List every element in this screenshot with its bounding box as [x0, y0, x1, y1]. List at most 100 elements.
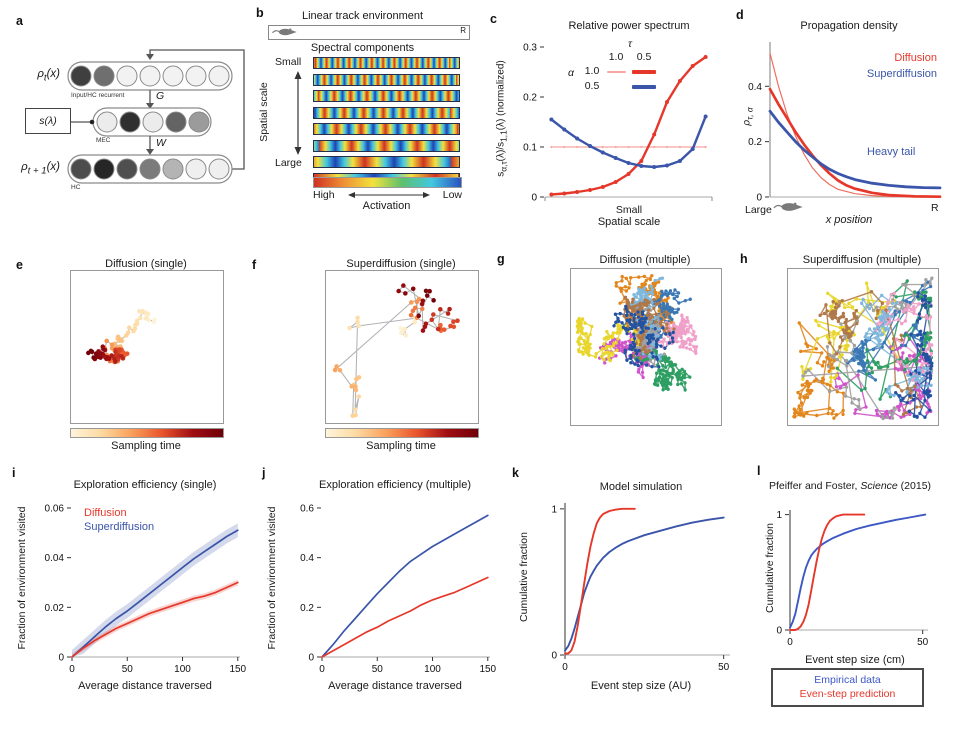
- w-matrix-label: W: [156, 137, 166, 149]
- spatial-scale-large-label: Large: [275, 157, 302, 169]
- panel-c-x-axis-label: Spatial scale: [597, 216, 661, 228]
- diffusion-multiple-trajectory-plot: [570, 268, 722, 426]
- svg-text:0: 0: [69, 664, 75, 675]
- spectral-band: [313, 139, 460, 152]
- rho-t-label: ρt(x): [37, 68, 60, 84]
- input-hc-recurrent-label: Input/HC recurrent: [71, 92, 125, 99]
- svg-text:0.6: 0.6: [300, 503, 314, 514]
- panel-d-x-axis-label: x position: [750, 214, 948, 226]
- track-right-label: R: [460, 26, 466, 35]
- d-series-diffusion-thin: [769, 52, 941, 198]
- activation-axis-label: Activation: [362, 200, 411, 212]
- panel-c-legend: τ 1.0 0.5 α 1.0 0.5: [566, 38, 686, 98]
- panel-b-title: Linear track environment: [301, 10, 424, 22]
- svg-text:100: 100: [424, 664, 441, 675]
- panel-d-r-label: R: [931, 202, 939, 214]
- heavy-tail-label: Heavy tail: [867, 146, 916, 158]
- svg-text:0.3: 0.3: [523, 43, 537, 54]
- panel-d-large-label: Large: [745, 204, 772, 216]
- rho-t1-label: ρt + 1(x): [21, 161, 60, 177]
- panel-l-legend-box: Empirical data Even-step prediction: [771, 668, 924, 707]
- panel-g-title: Diffusion (multiple): [599, 254, 691, 266]
- panel-k-y-axis-label: Cumulative fraction: [518, 532, 530, 622]
- panel-c-y-axis-label: sα,τ(λ)/s1,1(λ) (normalized): [495, 60, 509, 177]
- diffusion-label: Diffusion: [84, 507, 127, 519]
- svg-text:0: 0: [319, 664, 325, 675]
- activation-double-arrow-icon: [348, 192, 430, 198]
- legend-alpha-1-label: 1.0: [584, 65, 600, 77]
- legend-alpha-05-label: 0.5: [584, 80, 600, 92]
- panel-letter-h: h: [740, 252, 748, 266]
- hc-label: HC: [71, 184, 81, 191]
- spectral-band: [313, 73, 460, 86]
- model-simulation-plot: 0 50 0 1: [542, 494, 740, 685]
- j-series-diffusion: [321, 576, 489, 658]
- panel-j-x-axis-label: Average distance traversed: [328, 680, 462, 692]
- mec-label: MEC: [96, 137, 111, 144]
- empirical-data-label: Empirical data: [814, 674, 881, 686]
- activation-high-label: High: [313, 189, 335, 201]
- superdiffusion-multiple-trajectory-plot: [787, 268, 939, 426]
- legend-swatch-red: [632, 70, 656, 74]
- spectral-band: [313, 106, 460, 119]
- neuron-circles: [70, 65, 230, 180]
- panel-e-diffusion-single: Diffusion (single) Sampling time: [14, 256, 250, 461]
- panel-c-x-label-small: Small: [615, 204, 643, 216]
- diffusion-single-trajectory-plot: [70, 270, 224, 424]
- spectral-band: [313, 156, 460, 168]
- spectral-band: [313, 123, 460, 135]
- power-spectrum-plot: 0 0.1 0.2 0.3: [508, 32, 722, 217]
- spectral-band: [313, 90, 460, 102]
- svg-text:0.06: 0.06: [45, 503, 65, 514]
- panel-letter-l: l: [757, 464, 761, 478]
- svg-text:150: 150: [479, 664, 496, 675]
- propagation-density-plot: 0 0.2 0.4: [748, 32, 948, 217]
- spectral-band: [313, 57, 460, 69]
- panel-i-y-axis-label: Fraction of environment visited: [16, 506, 28, 650]
- panel-d-y-axis-label: ρτ, α: [741, 107, 755, 126]
- panel-f-title: Superdiffusion (single): [346, 258, 456, 270]
- spatial-scale-small-label: Small: [275, 56, 302, 68]
- panel-i-exploration-efficiency-single: Exploration efficiency (single) 0 50 100 15…: [8, 464, 260, 734]
- panel-letter-a: a: [16, 14, 23, 28]
- k-series-diffusion: [564, 507, 636, 655]
- s-lambda-box: s(λ): [25, 108, 71, 134]
- sampling-time-label: Sampling time: [111, 440, 181, 452]
- i-series-diffusion: [71, 581, 239, 658]
- panel-c-title: Relative power spectrum: [568, 20, 690, 32]
- panel-letter-b: b: [256, 6, 264, 20]
- legend-tau-label: τ: [628, 38, 632, 50]
- panel-i-title: Exploration efficiency (single): [73, 479, 217, 491]
- spatial-scale-double-arrow-icon: [294, 71, 302, 155]
- panel-a-network-diagram: ρt(x) Input/HC recurrent G s(λ) MEC W ρt…: [8, 40, 252, 230]
- svg-text:0.04: 0.04: [45, 553, 65, 564]
- panel-l-y-axis-label: Cumulative fraction: [764, 523, 776, 613]
- legend-swatch-pink: [607, 71, 626, 73]
- spatial-scale-axis-label: Spatial scale: [258, 82, 270, 142]
- panel-d-title: Propagation density: [800, 20, 898, 32]
- panel-letter-c: c: [490, 12, 497, 26]
- x-position-label: x position: [825, 214, 873, 226]
- svg-text:0.2: 0.2: [523, 93, 537, 104]
- panel-c-relative-power-spectrum: Relative power spectrum 0 0.1 0.2 0.3 sα,τ(…: [488, 8, 738, 243]
- svg-text:0: 0: [308, 653, 314, 664]
- rat-icon: [773, 202, 803, 211]
- panel-letter-f: f: [252, 258, 257, 272]
- svg-text:0.2: 0.2: [300, 603, 314, 614]
- activation-colorbar: [313, 177, 462, 188]
- spectral-bands: [313, 57, 460, 189]
- legend-alpha-label: α: [568, 67, 574, 79]
- panel-f-superdiffusion-single: Superdiffusion (single) Sampling time: [269, 256, 505, 461]
- superdiffusion-label: Superdiffusion: [866, 68, 937, 80]
- d-series-superdiffusion: [768, 109, 942, 190]
- panel-l-title: Pfeiffer and Foster, Science (2015): [768, 480, 932, 492]
- panel-letter-j: j: [262, 466, 266, 480]
- panel-letter-k: k: [512, 466, 519, 480]
- superdiffusion-single-trajectory-plot: [325, 270, 479, 424]
- svg-text:0: 0: [562, 662, 568, 673]
- panel-i-legend: Diffusion Superdiffusion: [84, 506, 154, 534]
- panel-letter-i: i: [12, 466, 16, 480]
- svg-text:50: 50: [122, 664, 134, 675]
- panel-g-diffusion-multiple: Diffusion (multiple): [500, 252, 736, 432]
- panel-l-pfeiffer-foster: Pfeiffer and Foster, Science (2015) 0 50 0…: [740, 464, 966, 736]
